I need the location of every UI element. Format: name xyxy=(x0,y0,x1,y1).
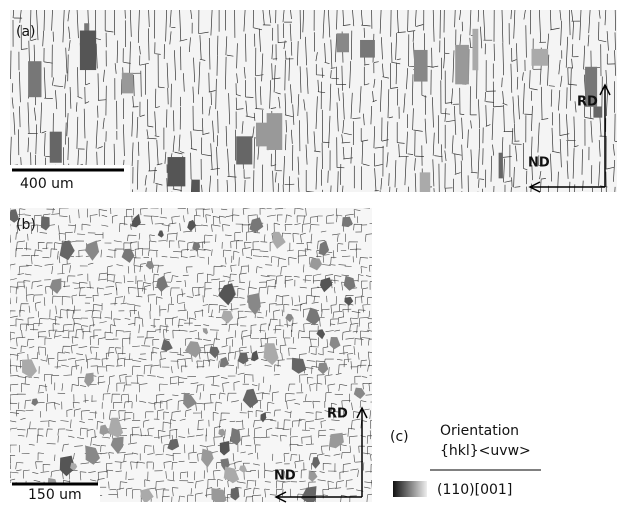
grain xyxy=(192,180,200,193)
grain xyxy=(80,31,96,71)
grain xyxy=(531,49,548,66)
grain xyxy=(236,136,252,164)
grain xyxy=(472,29,478,70)
grain xyxy=(337,33,349,52)
grain xyxy=(168,157,186,186)
grain xyxy=(267,113,283,150)
legend-subtitle: {hkl}<uvw> xyxy=(440,443,531,459)
grain xyxy=(50,132,62,163)
scale-bar-label: 400 um xyxy=(20,176,74,192)
legend-label: (c) xyxy=(390,429,409,445)
figure: (a) 400 um RD ND (b) 150 um RD ND (c) Or… xyxy=(0,0,619,506)
axis-label: ND xyxy=(274,469,296,484)
panel-label: (a) xyxy=(16,24,36,40)
grain xyxy=(28,61,41,97)
legend-entry: (110)[001] xyxy=(437,482,512,498)
grain xyxy=(420,172,430,203)
scale-bar-label: 150 um xyxy=(28,487,82,503)
panel-label: (b) xyxy=(16,217,36,233)
grain xyxy=(455,45,469,84)
grain xyxy=(360,40,375,58)
axis-label: ND xyxy=(528,156,550,171)
legend-swatch xyxy=(393,481,427,497)
axis-label: RD xyxy=(577,95,598,110)
axis-label: RD xyxy=(327,407,348,422)
legend-title: Orientation xyxy=(440,423,519,439)
grain xyxy=(499,153,503,179)
grain xyxy=(122,73,133,94)
grain xyxy=(414,50,428,82)
